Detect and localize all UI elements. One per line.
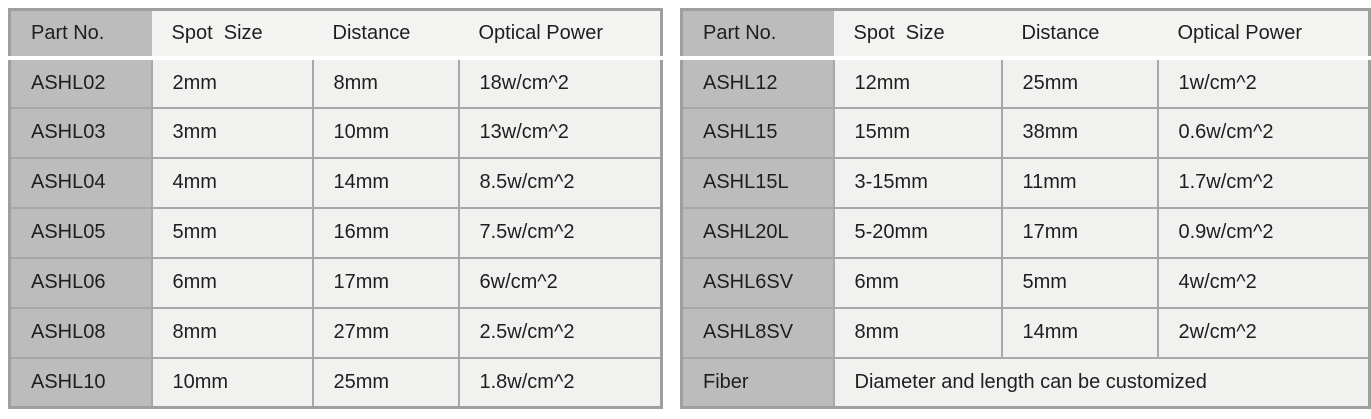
header-row: Part No. Spot Size Distance Optical Powe…	[9, 9, 662, 60]
cell-distance: 25mm	[311, 356, 460, 409]
table-row: ASHL06 6mm 17mm 6w/cm^2	[8, 256, 663, 309]
cell-spot-size: 6mm	[150, 256, 314, 309]
cell-spot-size: 4mm	[150, 156, 314, 209]
cell-optical-power: 8.5w/cm^2	[457, 156, 663, 209]
table-row: ASHL8SV 8mm 14mm 2w/cm^2	[680, 306, 1371, 359]
column-header-part-no: Part No.	[9, 9, 152, 60]
cell-part-no: ASHL10	[8, 356, 153, 409]
cell-spot-size: 6mm	[832, 256, 1003, 309]
table-row: ASHL15L 3-15mm 11mm 1.7w/cm^2	[680, 156, 1371, 209]
cell-part-no: ASHL08	[8, 306, 153, 359]
header-row: Part No. Spot Size Distance Optical Powe…	[681, 9, 1370, 60]
column-header-distance: Distance	[312, 9, 459, 60]
cell-distance: 10mm	[311, 106, 460, 159]
cell-part-no: ASHL02	[8, 56, 153, 109]
cell-distance: 8mm	[311, 56, 460, 109]
cell-part-no: ASHL8SV	[680, 306, 835, 359]
cell-optical-power: 2.5w/cm^2	[457, 306, 663, 359]
column-header-optical-power: Optical Power	[458, 9, 662, 60]
cell-spot-size: 2mm	[150, 56, 314, 109]
cell-optical-power: 18w/cm^2	[457, 56, 663, 109]
cell-distance: 11mm	[1000, 156, 1159, 209]
cell-part-no: ASHL15L	[680, 156, 835, 209]
cell-spot-size: 15mm	[832, 106, 1003, 159]
cell-distance: 17mm	[1000, 206, 1159, 259]
table-row-fiber: Fiber Diameter and length can be customi…	[680, 356, 1371, 409]
table-row: ASHL04 4mm 14mm 8.5w/cm^2	[8, 156, 663, 209]
cell-spot-size: 8mm	[832, 306, 1003, 359]
cell-distance: 14mm	[311, 156, 460, 209]
column-header-spot-size: Spot Size	[833, 9, 1002, 60]
table-row: ASHL08 8mm 27mm 2.5w/cm^2	[8, 306, 663, 359]
cell-part-no: ASHL05	[8, 206, 153, 259]
table-row: ASHL15 15mm 38mm 0.6w/cm^2	[680, 106, 1371, 159]
cell-part-no: ASHL15	[680, 106, 835, 159]
cell-optical-power: 0.9w/cm^2	[1156, 206, 1371, 259]
column-header-part-no: Part No.	[681, 9, 834, 60]
cell-part-no: ASHL06	[8, 256, 153, 309]
cell-part-no: ASHL6SV	[680, 256, 835, 309]
cell-distance: 5mm	[1000, 256, 1159, 309]
cell-spot-size: 5mm	[150, 206, 314, 259]
column-header-optical-power: Optical Power	[1157, 9, 1370, 60]
cell-spot-size: 3-15mm	[832, 156, 1003, 209]
cell-part-no: Fiber	[680, 356, 835, 409]
table-row: ASHL6SV 6mm 5mm 4w/cm^2	[680, 256, 1371, 309]
laser-spec-table-right: Part No. Spot Size Distance Optical Powe…	[680, 8, 1371, 409]
cell-optical-power: 7.5w/cm^2	[457, 206, 663, 259]
cell-optical-power: 1w/cm^2	[1156, 56, 1371, 109]
cell-optical-power: 2w/cm^2	[1156, 306, 1371, 359]
cell-distance: 14mm	[1000, 306, 1159, 359]
cell-optical-power: 0.6w/cm^2	[1156, 106, 1371, 159]
cell-distance: 38mm	[1000, 106, 1159, 159]
table-row: ASHL02 2mm 8mm 18w/cm^2	[8, 56, 663, 109]
cell-part-no: ASHL04	[8, 156, 153, 209]
cell-part-no: ASHL03	[8, 106, 153, 159]
table-row: ASHL20L 5-20mm 17mm 0.9w/cm^2	[680, 206, 1371, 259]
cell-spot-size: 8mm	[150, 306, 314, 359]
table-row: ASHL05 5mm 16mm 7.5w/cm^2	[8, 206, 663, 259]
cell-part-no: ASHL20L	[680, 206, 835, 259]
cell-part-no: ASHL12	[680, 56, 835, 109]
cell-spot-size: 10mm	[150, 356, 314, 409]
cell-spot-size: 3mm	[150, 106, 314, 159]
cell-distance: 17mm	[311, 256, 460, 309]
cell-distance: 27mm	[311, 306, 460, 359]
column-header-spot-size: Spot Size	[151, 9, 313, 60]
column-header-distance: Distance	[1001, 9, 1158, 60]
cell-optical-power: 1.8w/cm^2	[457, 356, 663, 409]
cell-optical-power: 6w/cm^2	[457, 256, 663, 309]
fiber-note-cell: Diameter and length can be customized	[832, 356, 1371, 409]
cell-spot-size: 5-20mm	[832, 206, 1003, 259]
cell-optical-power: 13w/cm^2	[457, 106, 663, 159]
laser-spec-table-left: Part No. Spot Size Distance Optical Powe…	[8, 8, 663, 409]
cell-distance: 25mm	[1000, 56, 1159, 109]
table-row: ASHL12 12mm 25mm 1w/cm^2	[680, 56, 1371, 109]
cell-spot-size: 12mm	[832, 56, 1003, 109]
cell-optical-power: 1.7w/cm^2	[1156, 156, 1371, 209]
table-row: ASHL10 10mm 25mm 1.8w/cm^2	[8, 356, 663, 409]
cell-optical-power: 4w/cm^2	[1156, 256, 1371, 309]
cell-distance: 16mm	[311, 206, 460, 259]
table-row: ASHL03 3mm 10mm 13w/cm^2	[8, 106, 663, 159]
